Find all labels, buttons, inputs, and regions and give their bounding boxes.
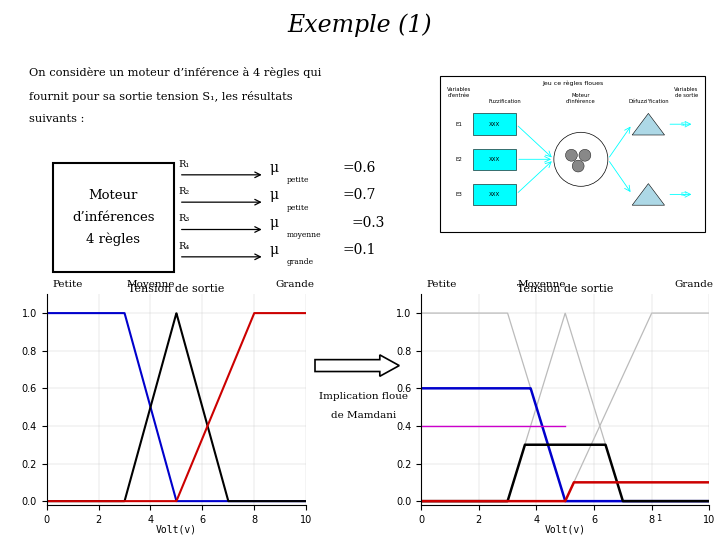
Text: Défuzzi'fication: Défuzzi'fication — [628, 99, 669, 104]
Circle shape — [572, 160, 584, 172]
Text: XXX: XXX — [489, 192, 500, 197]
Text: Moteur: Moteur — [89, 189, 138, 202]
Text: Petite: Petite — [52, 280, 82, 288]
Text: Moyenne: Moyenne — [518, 280, 567, 288]
Text: d’inférences: d’inférences — [72, 211, 155, 224]
Text: XXX: XXX — [489, 122, 500, 127]
Circle shape — [565, 149, 577, 161]
Text: Jeu ce règles floues: Jeu ce règles floues — [542, 81, 603, 86]
Text: R₄: R₄ — [179, 242, 190, 251]
Text: E1: E1 — [456, 122, 463, 127]
Text: Variables
d'entrée: Variables d'entrée — [447, 87, 472, 98]
Text: R₂: R₂ — [179, 187, 190, 196]
Text: =0.1: =0.1 — [343, 243, 376, 257]
Title: Tension de sortie: Tension de sortie — [517, 284, 613, 294]
Text: μ: μ — [269, 188, 279, 202]
Text: petite: petite — [287, 176, 309, 184]
Text: E3: E3 — [456, 192, 463, 197]
Text: μ: μ — [269, 243, 279, 257]
Bar — [473, 184, 516, 205]
FancyArrow shape — [315, 355, 399, 376]
Text: suivants :: suivants : — [29, 114, 84, 124]
Text: de Mamdani: de Mamdani — [331, 411, 396, 420]
Text: Petite: Petite — [427, 280, 457, 288]
Text: μ: μ — [269, 161, 279, 175]
Text: R₁: R₁ — [179, 160, 190, 168]
Text: 4 règles: 4 règles — [86, 232, 140, 246]
Text: On considère un moteur d’inférence à 4 règles qui: On considère un moteur d’inférence à 4 r… — [29, 68, 321, 78]
Text: S2: S2 — [681, 192, 688, 197]
Circle shape — [579, 149, 591, 161]
Bar — [473, 148, 516, 170]
Text: =0.3: =0.3 — [351, 216, 385, 230]
Title: Tension de sortie: Tension de sortie — [128, 284, 225, 294]
Text: Exemple (1): Exemple (1) — [288, 14, 432, 37]
Polygon shape — [632, 184, 665, 205]
X-axis label: Volt(v): Volt(v) — [544, 525, 586, 535]
Text: 1: 1 — [656, 514, 661, 523]
Text: =0.6: =0.6 — [343, 161, 376, 175]
Text: grande: grande — [287, 258, 314, 266]
Text: Variables
de sortie: Variables de sortie — [674, 87, 698, 98]
Bar — [473, 113, 516, 135]
Text: Grande: Grande — [675, 280, 714, 288]
Text: μ: μ — [269, 216, 279, 230]
Text: fournit pour sa sortie tension S₁, les résultats: fournit pour sa sortie tension S₁, les r… — [29, 91, 292, 102]
Text: =0.7: =0.7 — [343, 188, 376, 202]
Circle shape — [554, 132, 608, 186]
Text: E2: E2 — [456, 157, 463, 162]
Text: moyenne: moyenne — [287, 231, 321, 239]
Polygon shape — [632, 113, 665, 135]
Text: R₃: R₃ — [179, 214, 190, 224]
X-axis label: Volt(v): Volt(v) — [156, 525, 197, 535]
Text: S1: S1 — [681, 122, 688, 127]
Text: Moyenne: Moyenne — [126, 280, 175, 288]
Text: Grande: Grande — [275, 280, 314, 288]
Text: petite: petite — [287, 204, 309, 212]
Text: Fuzzification: Fuzzification — [489, 99, 521, 104]
Text: Moteur
d'inférence: Moteur d'inférence — [566, 93, 595, 104]
Text: XXX: XXX — [489, 157, 500, 162]
Text: Implication floue: Implication floue — [319, 392, 408, 401]
